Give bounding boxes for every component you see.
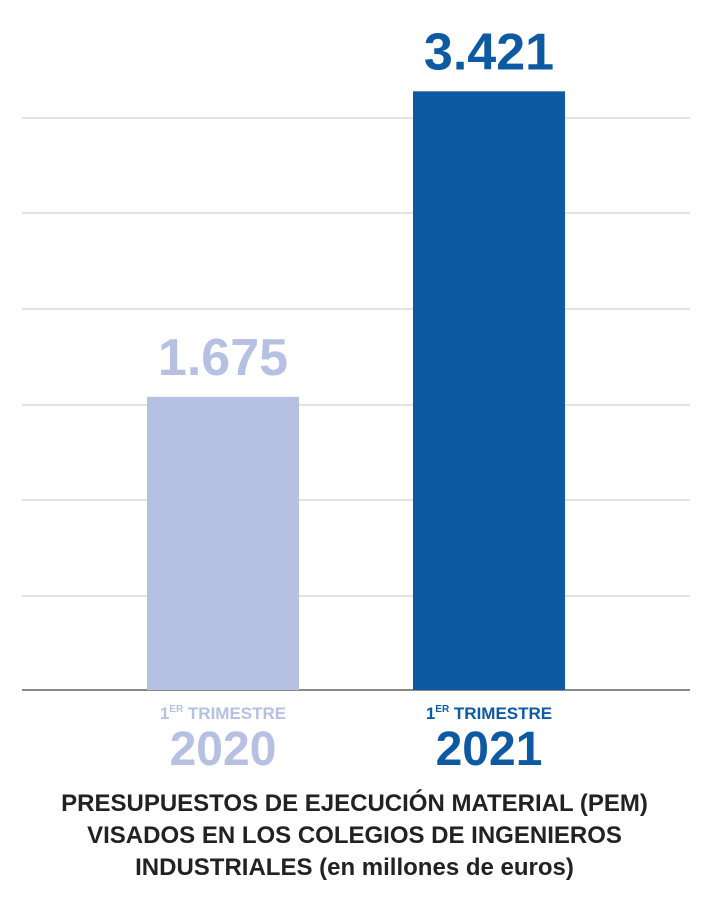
bar-2020 (147, 396, 299, 690)
chart-title: PRESUPUESTOS DE EJECUCIÓN MATERIAL (PEM)… (0, 788, 709, 884)
gridlines (22, 117, 690, 597)
bar-2021 (413, 91, 565, 690)
value-labels: 1.675 3.421 (158, 23, 554, 387)
value-label-2021: 3.421 (424, 23, 554, 81)
value-label-2020: 1.675 (158, 329, 288, 387)
chart-title-line-3: INDUSTRIALES (en millones de euros) (135, 854, 574, 881)
category-prefix-2020: 1ER TRIMESTRE (160, 704, 286, 723)
category-prefix-2021: 1ER TRIMESTRE (426, 704, 552, 723)
chart-title-line-2: VISADOS EN LOS COLEGIOS DE INGENIEROS (87, 822, 622, 849)
category-label-2021: 2021 (436, 723, 543, 776)
bars (147, 91, 565, 690)
chart-title-line-1: PRESUPUESTOS DE EJECUCIÓN MATERIAL (PEM) (61, 790, 648, 817)
category-label-2020: 2020 (170, 723, 277, 776)
